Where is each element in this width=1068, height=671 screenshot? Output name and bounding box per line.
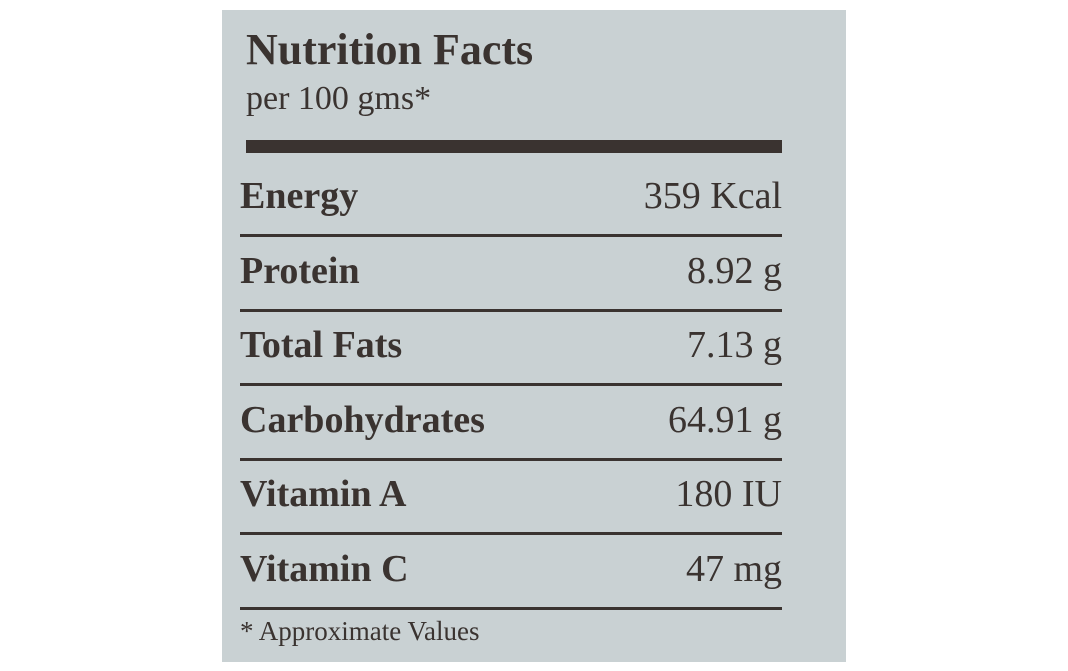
- nutrient-row: Vitamin A 180 IU: [240, 458, 782, 535]
- nutrient-value: 47 mg: [685, 547, 782, 590]
- nutrient-value: 64.91 g: [668, 398, 782, 441]
- nutrient-row: Carbohydrates 64.91 g: [240, 384, 782, 461]
- divider-bar: [246, 140, 782, 153]
- nutrient-name: Energy: [240, 175, 359, 217]
- subtitle: per 100 gms*: [246, 80, 432, 117]
- nutrient-row: Total Fats 7.13 g: [240, 309, 782, 386]
- nutrient-value: 180 IU: [675, 473, 782, 515]
- nutrient-value: 7.13 g: [687, 324, 782, 366]
- footnote: * Approximate Values: [240, 616, 480, 646]
- nutrient-value: 359 Kcal: [643, 175, 782, 217]
- nutrient-name: Vitamin A: [240, 473, 407, 515]
- nutrient-name: Total Fats: [240, 324, 403, 366]
- nutrient-row: Energy 359 Kcal: [240, 160, 782, 237]
- nutrition-panel: Nutrition Facts per 100 gms* Energy 359 K…: [222, 10, 846, 662]
- nutrient-row: Protein 8.92 g: [240, 235, 782, 312]
- nutrient-name: Vitamin C: [240, 547, 409, 590]
- nutrient-row: Vitamin C 47 mg: [240, 533, 782, 610]
- title: Nutrition Facts: [246, 25, 534, 74]
- nutrient-value: 8.92 g: [687, 249, 782, 292]
- nutrient-name: Protein: [240, 249, 360, 292]
- nutrient-name: Carbohydrates: [240, 398, 485, 441]
